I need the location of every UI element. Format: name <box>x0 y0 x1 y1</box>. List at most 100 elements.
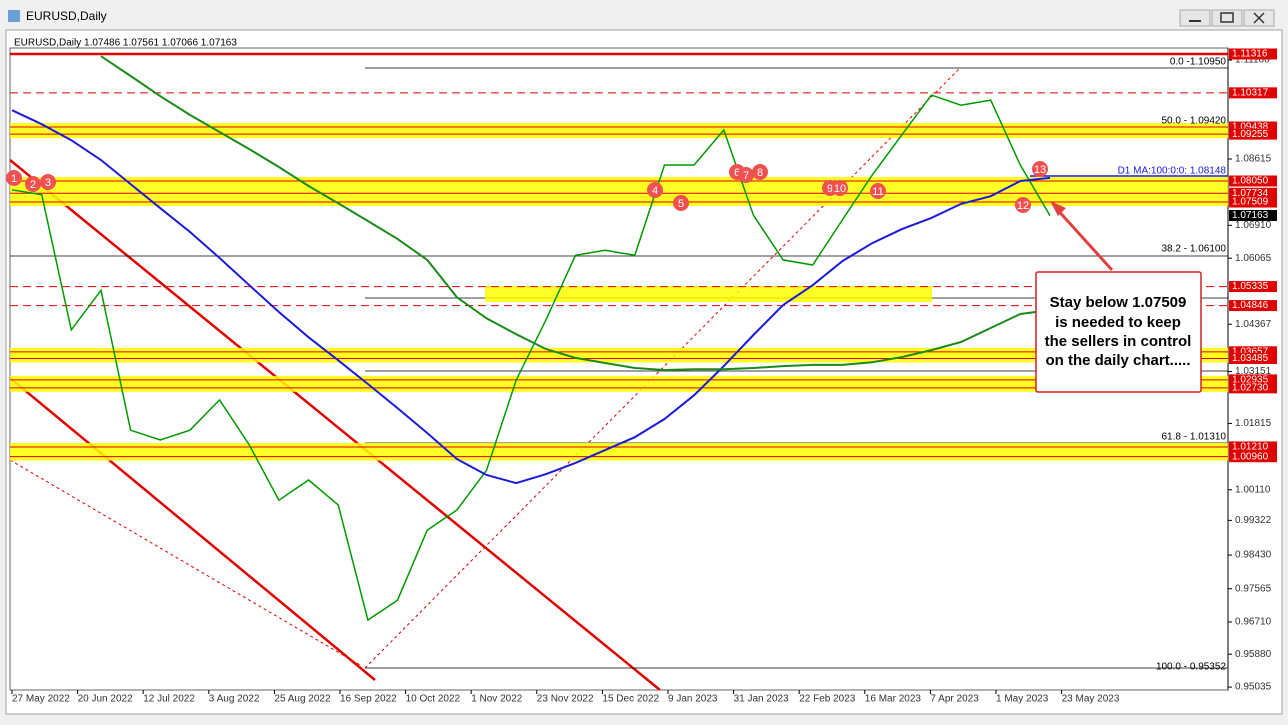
marker-label: 2 <box>30 179 36 191</box>
maximize-button[interactable] <box>1211 9 1243 27</box>
level-tag <box>1229 187 1277 199</box>
annotation-line: on the daily chart..... <box>1045 352 1190 369</box>
level-label: 1.01210 <box>1232 442 1269 453</box>
x-tick-label: 31 Jan 2023 <box>734 694 789 705</box>
y-tick-label: 0.95880 <box>1235 649 1272 660</box>
y-tick-label: 1.03151 <box>1235 366 1272 377</box>
marker-label: 11 <box>872 186 883 198</box>
marker <box>752 164 768 180</box>
chart-info: EURUSD,Daily 1.07486 1.07561 1.07066 1.0… <box>14 38 237 49</box>
line-label: D1 MA:100:0:0: 1.08148 <box>1118 166 1227 177</box>
y-tick-label: 0.97565 <box>1235 583 1272 594</box>
annotation-box <box>1035 271 1202 393</box>
marker-label: 9 <box>827 183 833 195</box>
x-tick-label: 3 Aug 2022 <box>209 694 260 705</box>
level-tag <box>1229 382 1277 394</box>
level-tag <box>1229 441 1277 453</box>
price-line <box>11 109 1051 485</box>
minimize-button[interactable] <box>1179 9 1211 27</box>
axes: 1.11160 1.08615 1.06910 1.06065 1.04367 1.031… <box>11 48 1277 705</box>
x-tick-label: 25 Aug 2022 <box>274 694 331 705</box>
marker-label: 4 <box>652 185 658 197</box>
level-tag <box>1229 281 1277 293</box>
level-label: 1.04846 <box>1232 300 1269 311</box>
level-label: 1.05335 <box>1232 281 1269 292</box>
marker <box>832 180 848 196</box>
y-tick-label: 1.04367 <box>1235 319 1272 330</box>
y-tick-label: 0.95035 <box>1235 682 1272 693</box>
level-tag <box>1229 87 1277 99</box>
marker-label: 8 <box>757 167 763 179</box>
marker <box>25 176 41 192</box>
trend-line <box>10 159 661 690</box>
x-tick-label: 23 Nov 2022 <box>537 694 594 705</box>
y-tick-label: 1.11160 <box>1235 55 1270 66</box>
x-tick-label: 20 Jun 2022 <box>78 694 133 705</box>
last-price-label: 1.07163 <box>1232 210 1269 221</box>
x-tick-label: 1 May 2023 <box>996 694 1049 705</box>
marker-label: 13 <box>1034 164 1046 176</box>
level-label: 1.10317 <box>1232 87 1269 98</box>
price-line <box>11 94 1051 622</box>
annotation-line: is needed to keep <box>1055 314 1181 331</box>
arrow <box>1053 205 1114 272</box>
level-label: 1.03657 <box>1232 346 1269 357</box>
window-buttons[interactable] <box>1179 9 1275 27</box>
level-tag <box>1229 346 1277 358</box>
marker <box>647 182 663 198</box>
line-label: 50.0 - 1.09420 <box>1162 116 1227 127</box>
y-tick-label: 0.98430 <box>1235 550 1272 561</box>
x-tick-label: 9 Jan 2023 <box>668 694 718 705</box>
trend-line <box>10 377 376 681</box>
level-label: 1.11316 <box>1232 49 1268 60</box>
level-label: 1.03485 <box>1232 353 1269 364</box>
x-tick-label: 15 Dec 2022 <box>602 694 659 705</box>
line-label: 38.2 - 1.06100 <box>1162 244 1227 255</box>
window-title: EURUSD,Daily <box>26 9 107 23</box>
last-price-tag <box>1229 209 1277 221</box>
marker-label: 1 <box>11 173 17 185</box>
x-tick-label: 7 Apr 2023 <box>930 694 979 705</box>
support-zone <box>485 286 932 302</box>
level-tag <box>1229 175 1277 187</box>
marker-label: 3 <box>45 177 51 189</box>
zone <box>10 123 1228 139</box>
annotation-line: Stay below 1.07509 <box>1050 294 1187 311</box>
marker <box>6 170 22 186</box>
level-label: 1.02730 <box>1232 383 1269 394</box>
series <box>11 55 1051 622</box>
marker <box>870 183 886 199</box>
level-tag <box>1229 121 1277 133</box>
x-tick-label: 23 May 2023 <box>1062 694 1120 705</box>
level-tag <box>1229 374 1277 386</box>
line-label: 61.8 - 1.01310 <box>1162 432 1227 443</box>
y-tick-label: 1.06065 <box>1235 253 1272 264</box>
y-tick-label: 1.00110 <box>1235 484 1271 495</box>
level-tag <box>1229 353 1277 365</box>
line-label: 0.0 -1.10950 <box>1170 57 1227 68</box>
annotation-line: the sellers in control <box>1045 333 1192 350</box>
y-tick-label: 0.99322 <box>1235 515 1272 526</box>
level-label: 1.09438 <box>1232 122 1269 133</box>
level-tag <box>1229 300 1277 312</box>
price-line <box>100 55 1051 372</box>
level-label: 1.07734 <box>1232 188 1269 199</box>
trend-line <box>10 459 361 666</box>
marker <box>738 167 754 183</box>
x-tick-label: 12 Jul 2022 <box>143 694 195 705</box>
arrow-head <box>1050 201 1066 216</box>
x-tick-label: 1 Nov 2022 <box>471 694 523 705</box>
level-label: 1.00960 <box>1232 451 1269 462</box>
marker <box>40 174 56 190</box>
x-tick-label: 16 Sep 2022 <box>340 694 397 705</box>
marker <box>673 195 689 211</box>
level-tag <box>1229 48 1277 60</box>
marker-label: 12 <box>1017 200 1029 212</box>
x-tick-label: 16 Mar 2023 <box>865 694 922 705</box>
level-tag <box>1229 128 1277 140</box>
marker-label: 6 <box>734 167 740 179</box>
x-tick-label: 27 May 2022 <box>12 694 70 705</box>
plot-area <box>9 47 1229 691</box>
